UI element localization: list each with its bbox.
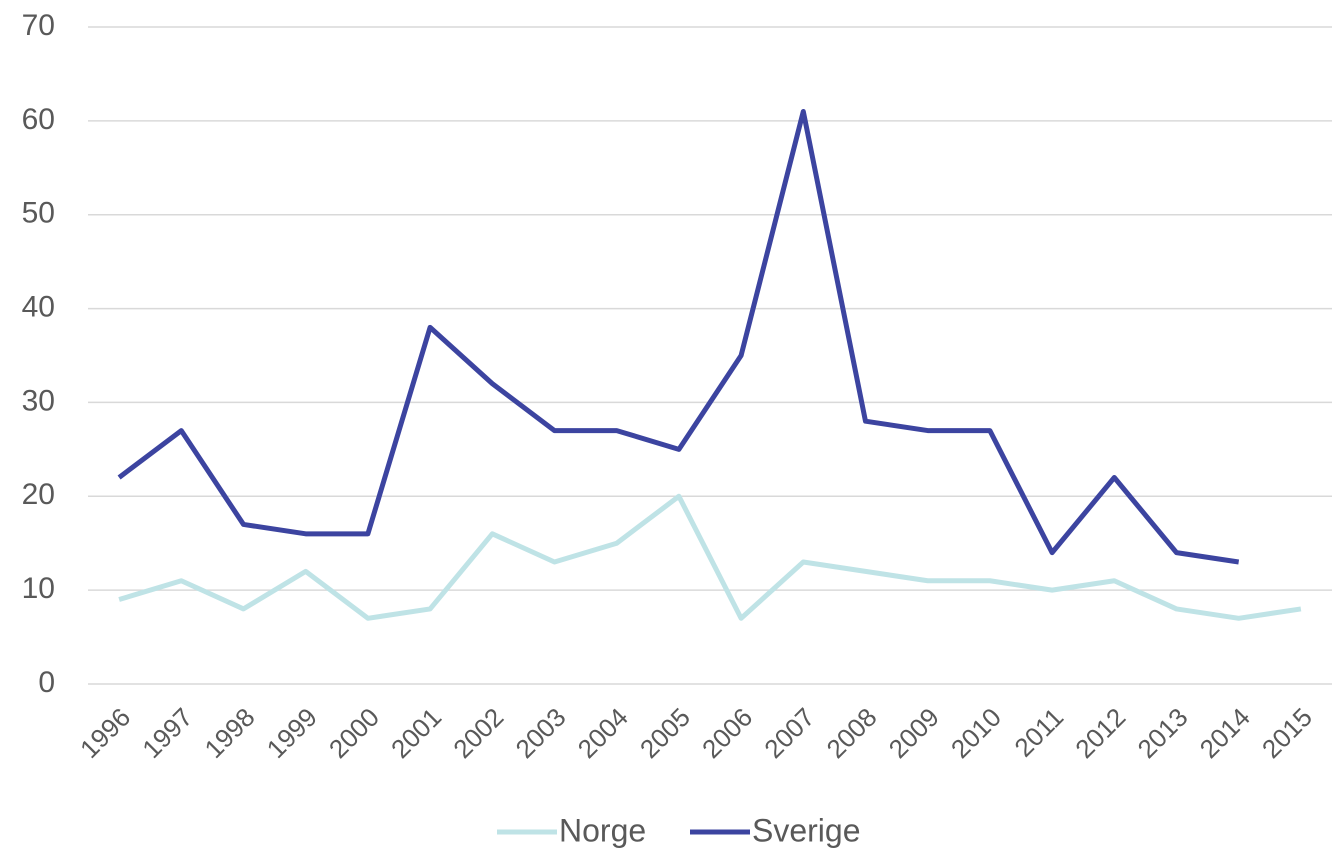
x-tick-label: 2007 <box>758 702 820 764</box>
x-tick-label: 1996 <box>74 702 136 764</box>
x-tick-label: 2003 <box>509 702 571 764</box>
x-tick-label: 1998 <box>198 702 260 764</box>
y-tick-label: 70 <box>22 9 55 42</box>
y-tick-label: 40 <box>22 290 55 323</box>
x-tick-label: 2008 <box>820 702 882 764</box>
x-tick-label: 2010 <box>945 702 1007 764</box>
y-tick-label: 10 <box>22 572 55 605</box>
x-tick-label: 1999 <box>261 702 323 764</box>
x-tick-label: 2006 <box>696 702 758 764</box>
x-tick-label: 2005 <box>634 702 696 764</box>
y-tick-label: 0 <box>38 666 55 699</box>
legend-label: Norge <box>559 812 646 848</box>
y-tick-label: 60 <box>22 103 55 136</box>
x-tick-label: 2015 <box>1256 702 1318 764</box>
y-tick-label: 30 <box>22 384 55 417</box>
x-tick-label: 2011 <box>1008 702 1069 763</box>
series-line <box>117 108 1240 565</box>
x-tick-label: 2004 <box>572 702 634 764</box>
y-tick-label: 20 <box>22 478 55 511</box>
y-tick-label: 50 <box>22 197 55 230</box>
x-tick-label: 2002 <box>447 702 509 764</box>
series-line <box>118 493 1302 621</box>
legend-label: Sverige <box>752 812 861 848</box>
x-tick-label: 2013 <box>1131 702 1193 764</box>
x-tick-label: 2014 <box>1194 702 1256 764</box>
x-tick-label: 2012 <box>1069 702 1131 764</box>
x-tick-label: 2001 <box>385 702 447 764</box>
x-tick-label: 2000 <box>323 702 385 764</box>
x-tick-label: 2009 <box>883 702 945 764</box>
x-tick-label: 1997 <box>136 702 198 764</box>
